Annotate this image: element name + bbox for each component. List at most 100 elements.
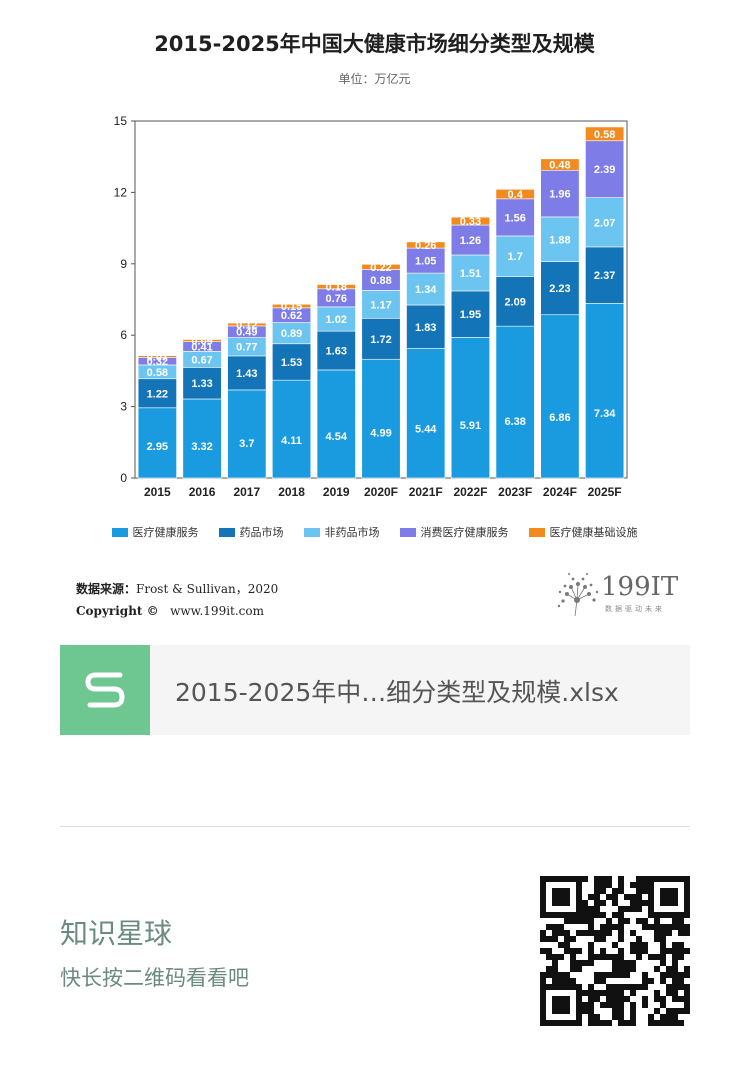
bar-segment bbox=[182, 367, 222, 400]
data-label: 0.58 bbox=[594, 129, 615, 141]
data-label: 2.23 bbox=[549, 283, 570, 295]
file-attachment-card[interactable]: 2015-2025年中…细分类型及规模.xlsx bbox=[60, 645, 690, 735]
logo-subtitle: 数据驱动未来 bbox=[605, 605, 665, 613]
data-label: 0.77 bbox=[236, 342, 257, 354]
source-text: Frost & Sullivan，2020 bbox=[136, 582, 279, 596]
legend-item: 医疗健康基础设施 bbox=[528, 524, 638, 540]
data-label: 0.48 bbox=[549, 160, 570, 172]
bar-segment bbox=[406, 348, 446, 479]
legend-label: 非药品市场 bbox=[324, 526, 380, 539]
data-label: 4.11 bbox=[281, 435, 302, 447]
x-tick-label: 2019 bbox=[323, 485, 350, 499]
bar-segment bbox=[361, 318, 401, 360]
bar-segment bbox=[182, 339, 222, 342]
data-label: 0.09 bbox=[191, 336, 212, 348]
legend-label: 医疗健康服务 bbox=[132, 526, 199, 539]
logo-text: 199IT bbox=[601, 572, 679, 602]
data-label: 1.43 bbox=[236, 368, 257, 380]
y-tick-label: 12 bbox=[114, 185, 128, 199]
data-label: 1.72 bbox=[370, 334, 391, 346]
data-label: 1.05 bbox=[415, 256, 436, 268]
data-label: 2.95 bbox=[147, 441, 168, 453]
qr-finder-pattern bbox=[648, 876, 690, 918]
bar-segment bbox=[272, 379, 312, 479]
legend-item: 非药品市场 bbox=[303, 524, 380, 540]
data-label: 0.33 bbox=[460, 216, 481, 228]
x-tick-label: 2025F bbox=[588, 485, 622, 499]
legend-swatch bbox=[303, 527, 320, 537]
data-label: 4.99 bbox=[370, 427, 391, 439]
data-label: 0.41 bbox=[191, 342, 212, 354]
data-label: 0.26 bbox=[415, 240, 436, 252]
bar-segment bbox=[495, 235, 535, 277]
data-label: 0.58 bbox=[147, 367, 168, 379]
bar-segment bbox=[450, 216, 490, 226]
qr-finder-pattern bbox=[540, 876, 582, 918]
data-label: 6.86 bbox=[549, 412, 570, 424]
legend-swatch bbox=[218, 527, 235, 537]
bar-segment bbox=[272, 343, 312, 381]
data-label: 0.18 bbox=[326, 282, 347, 294]
bar-segment bbox=[540, 261, 580, 316]
bar-segment bbox=[540, 158, 580, 171]
data-label: 2.39 bbox=[594, 164, 615, 176]
data-label: 4.54 bbox=[326, 431, 348, 443]
chart-legend: 医疗健康服务 药品市场 非药品市场 消费医疗健康服务 医疗健康基础设施 bbox=[0, 524, 749, 540]
data-label: 1.95 bbox=[460, 309, 481, 321]
s-letter-icon bbox=[85, 672, 125, 708]
bar-segment bbox=[585, 126, 625, 142]
bar-segment bbox=[361, 290, 401, 319]
bar-segment bbox=[406, 241, 446, 249]
bar-segment bbox=[540, 314, 580, 479]
data-label: 0.4 bbox=[508, 189, 524, 201]
planet-subtitle: 快长按二维码看看吧 bbox=[60, 966, 249, 990]
planet-title: 知识星球 bbox=[60, 917, 173, 950]
legend-label: 药品市场 bbox=[239, 526, 284, 539]
qr-modules bbox=[540, 876, 690, 1026]
site-link[interactable]: www.199it.com bbox=[170, 604, 265, 618]
bar-segment bbox=[495, 276, 535, 327]
stacked-bar-chart: 036912152.951.220.580.320.0720153.321.33… bbox=[114, 114, 628, 499]
data-label: 6.38 bbox=[504, 416, 525, 428]
data-label: 0.22 bbox=[370, 262, 391, 274]
data-label: 1.02 bbox=[326, 314, 347, 326]
y-tick-label: 6 bbox=[120, 328, 127, 342]
bar-segment bbox=[450, 290, 490, 338]
x-tick-label: 2018 bbox=[278, 485, 305, 499]
bar-segment bbox=[495, 189, 535, 200]
qr-code[interactable] bbox=[540, 876, 690, 1026]
y-tick-label: 9 bbox=[120, 257, 127, 271]
bar-segment bbox=[361, 263, 401, 270]
bar-segment bbox=[585, 246, 625, 304]
copyright-label: Copyright © bbox=[76, 604, 159, 618]
data-label: 0.07 bbox=[147, 352, 168, 364]
bar-segment bbox=[495, 198, 535, 237]
x-tick-label: 2024F bbox=[543, 485, 577, 499]
legend-swatch bbox=[399, 527, 416, 537]
data-label: 0.15 bbox=[281, 301, 302, 313]
y-tick-label: 0 bbox=[120, 471, 127, 485]
data-label: 0.67 bbox=[191, 354, 212, 366]
data-label: 1.22 bbox=[147, 388, 168, 400]
data-source: 数据来源：Frost & Sullivan，2020 Copyright © w… bbox=[76, 578, 278, 622]
bar-segment bbox=[137, 355, 177, 358]
data-label: 1.56 bbox=[504, 212, 525, 224]
data-label: 3.7 bbox=[239, 438, 254, 450]
bar-segment bbox=[137, 378, 177, 409]
qr-finder-pattern bbox=[540, 984, 582, 1026]
data-label: 3.32 bbox=[191, 441, 212, 453]
data-label: 1.88 bbox=[549, 234, 570, 246]
bar-segment bbox=[182, 398, 222, 479]
legend-label: 医疗健康基础设施 bbox=[549, 526, 638, 539]
data-label: 2.37 bbox=[594, 270, 615, 282]
y-tick-label: 15 bbox=[114, 114, 128, 128]
data-label: 7.34 bbox=[594, 408, 616, 420]
data-label: 0.62 bbox=[281, 310, 302, 322]
x-tick-label: 2022F bbox=[453, 485, 487, 499]
data-label: 5.91 bbox=[460, 420, 481, 432]
legend-swatch bbox=[528, 527, 545, 537]
data-label: 1.7 bbox=[508, 251, 523, 263]
legend-label: 消费医疗健康服务 bbox=[420, 526, 509, 539]
data-label: 1.51 bbox=[460, 268, 481, 280]
bar-segment bbox=[495, 325, 535, 479]
